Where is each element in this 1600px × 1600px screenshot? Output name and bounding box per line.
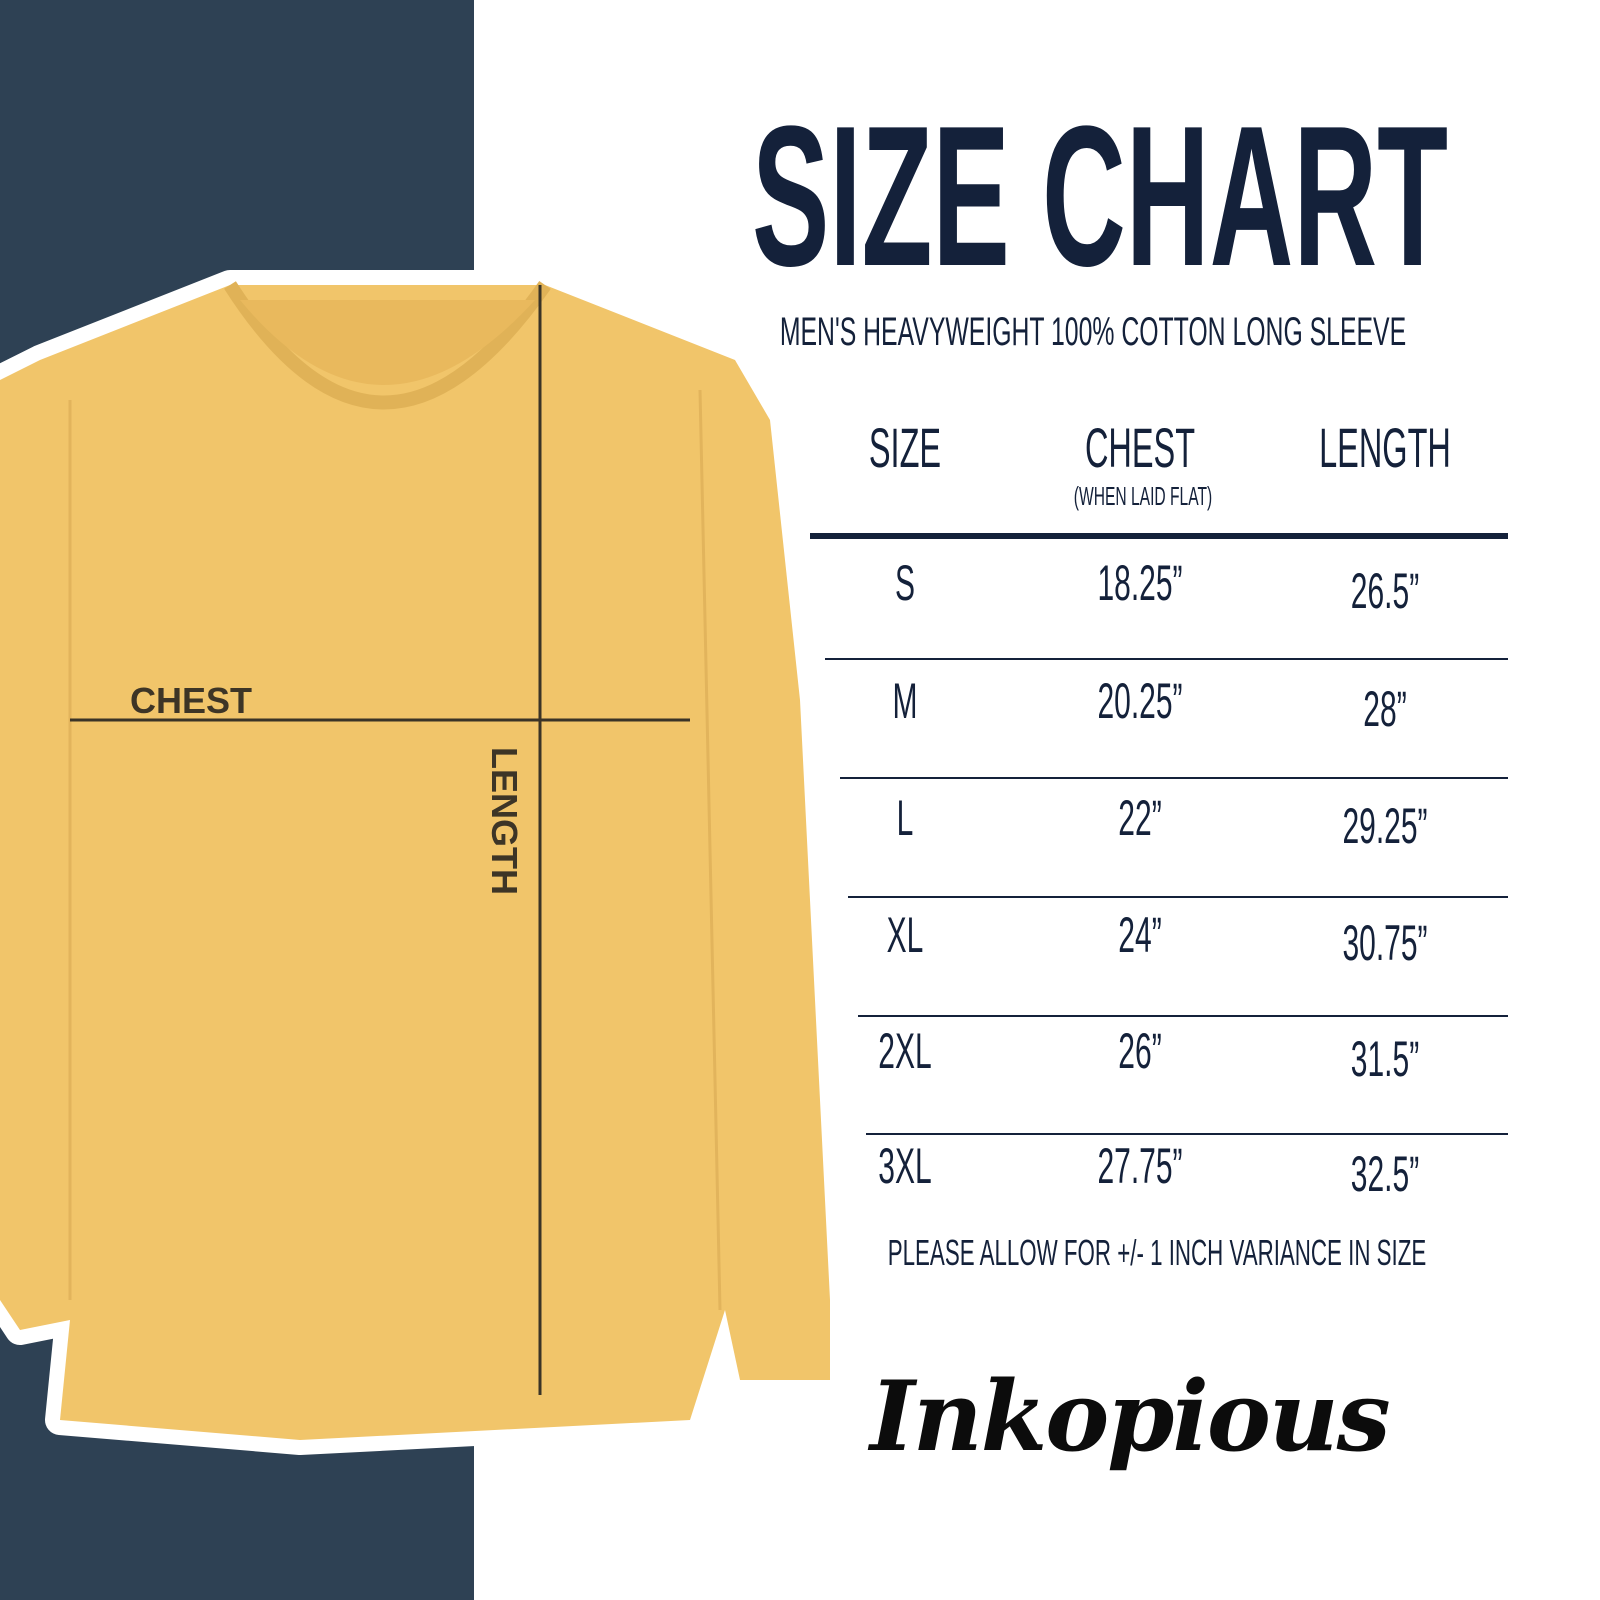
row-divider <box>840 777 1508 779</box>
subtitle: MEN'S HEAVYWEIGHT 100% COTTON LONG SLEEV… <box>780 310 1406 354</box>
cell-length: 26.5” <box>1351 563 1419 619</box>
cell-chest: 18.25” <box>1097 555 1182 611</box>
chest-label: CHEST <box>130 680 253 721</box>
cell-chest: 20.25” <box>1097 673 1182 729</box>
cell-length: 32.5” <box>1351 1146 1419 1202</box>
cell-chest: 26” <box>1118 1023 1161 1079</box>
page-title: SIZE CHART <box>752 85 1448 308</box>
shirt-image <box>0 280 830 1440</box>
cell-chest: 27.75” <box>1097 1138 1182 1194</box>
cell-size: 2XL <box>878 1023 931 1079</box>
cell-size: 3XL <box>878 1138 931 1194</box>
header-chest: CHEST <box>1085 416 1195 479</box>
row-divider <box>848 896 1508 898</box>
row-divider <box>825 658 1508 660</box>
cell-size: S <box>895 555 915 611</box>
variance-note: PLEASE ALLOW FOR +/- 1 INCH VARIANCE IN … <box>888 1232 1427 1273</box>
size-chart-text: SIZE CHART MEN'S HEAVYWEIGHT 100% COTTON… <box>752 85 1451 1273</box>
header-divider <box>810 533 1508 539</box>
brand-logo: Inkopious <box>870 1360 1391 1473</box>
cell-length: 30.75” <box>1342 915 1427 971</box>
cell-length: 28” <box>1363 681 1406 737</box>
header-chest-note: (WHEN LAID FLAT) <box>1074 481 1212 511</box>
cell-length: 29.25” <box>1342 798 1427 854</box>
header-length: LENGTH <box>1319 416 1451 479</box>
cell-size: M <box>893 673 918 729</box>
length-label: LENGTH <box>484 747 525 895</box>
cell-chest: 22” <box>1118 790 1161 846</box>
row-divider <box>858 1015 1508 1017</box>
cell-size: XL <box>887 907 924 963</box>
cell-chest: 24” <box>1118 907 1161 963</box>
cell-length: 31.5” <box>1351 1031 1419 1087</box>
header-size: SIZE <box>869 416 941 479</box>
cell-size: L <box>897 790 914 846</box>
row-divider <box>866 1133 1508 1135</box>
